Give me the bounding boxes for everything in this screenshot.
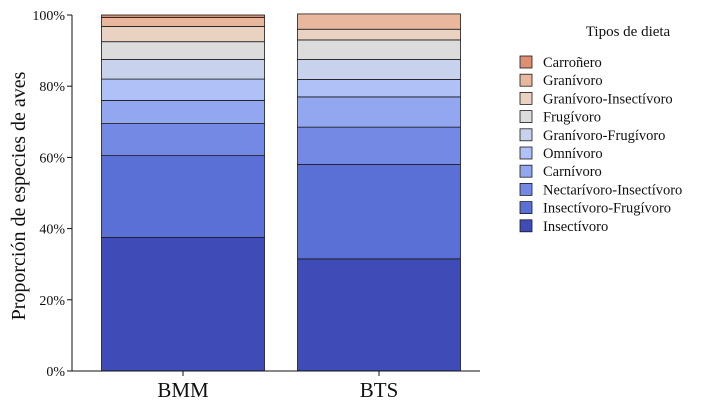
bar-segment-bts-0 [297, 258, 461, 372]
bar-segment-bts-3 [297, 96, 461, 128]
bar-segment-bmm-8 [101, 17, 265, 27]
legend-swatch [519, 182, 533, 196]
bar-segment-bts-5 [297, 59, 461, 80]
legend-label: Granívoro [543, 73, 603, 89]
axes-group: 0% 20% 40% 60% 80% 100% BMM BTS Proporción de … [8, 9, 480, 402]
legend-swatch [519, 164, 533, 178]
y-tick-label: 0% [46, 365, 65, 380]
bar-segment-bts-8 [297, 13, 461, 30]
legend-label: Insectívoro-Frugívoro [543, 201, 671, 217]
legend-items: Carroñero Granívoro Granívoro-Insectívoro F… [519, 55, 682, 235]
legend-label: Carroñero [543, 55, 602, 71]
y-ticks: 0% 20% 40% 60% 80% 100% [32, 9, 72, 380]
bar-segment-bmm-2 [101, 123, 265, 157]
x-category-labels: BMM BTS [157, 371, 398, 402]
bar-segment-bmm-0 [101, 237, 265, 372]
bar-segment-bts-7 [297, 28, 461, 41]
y-axis-title: Proporción de especies de aves [8, 71, 30, 320]
x-category-label: BMM [157, 378, 209, 402]
legend-label: Frugívoro [543, 110, 601, 126]
legend-swatch [519, 110, 533, 123]
legend-swatch [519, 219, 533, 233]
bar-segment-bmm-6 [101, 41, 265, 60]
bar-segment-bmm-4 [101, 78, 265, 101]
bar-segment-bmm-3 [101, 100, 265, 124]
legend-label: Granívoro-Insectívoro [543, 91, 673, 107]
legend-swatch [519, 146, 533, 160]
bar-segment-bts-4 [297, 79, 461, 98]
bar-segment-bmm-1 [101, 155, 265, 238]
y-tick-label: 60% [39, 151, 65, 166]
legend: Tipos de dieta Carroñero Granívoro Granívo… [519, 24, 682, 235]
legend-label: Carnívoro [543, 164, 602, 180]
legend-swatch [519, 128, 533, 142]
legend-swatch [519, 201, 533, 215]
legend-label: Omnívoro [543, 146, 603, 162]
x-category-label: BTS [360, 378, 399, 402]
bar-segment-bts-6 [297, 39, 461, 60]
bar-segment-bmm-5 [101, 59, 265, 80]
y-tick-label: 40% [39, 223, 65, 238]
y-tick-label: 20% [39, 294, 65, 309]
bar-segment-bts-1 [297, 164, 461, 260]
bar-segment-bts-2 [297, 126, 461, 165]
bar-segment-bmm-9 [101, 14, 265, 18]
legend-title: Tipos de dieta [586, 24, 671, 40]
legend-swatch [519, 73, 533, 87]
legend-label: Nectarívoro-Insectívoro [543, 182, 682, 198]
y-tick-label: 80% [39, 80, 65, 95]
bar-segment-bmm-7 [101, 25, 265, 43]
legend-label: Insectívoro [543, 219, 608, 235]
legend-label: Granívoro-Frugívoro [543, 128, 665, 144]
bars-group [101, 13, 461, 372]
legend-swatch [519, 92, 533, 105]
y-tick-label: 100% [32, 9, 65, 24]
legend-swatch [519, 55, 533, 69]
